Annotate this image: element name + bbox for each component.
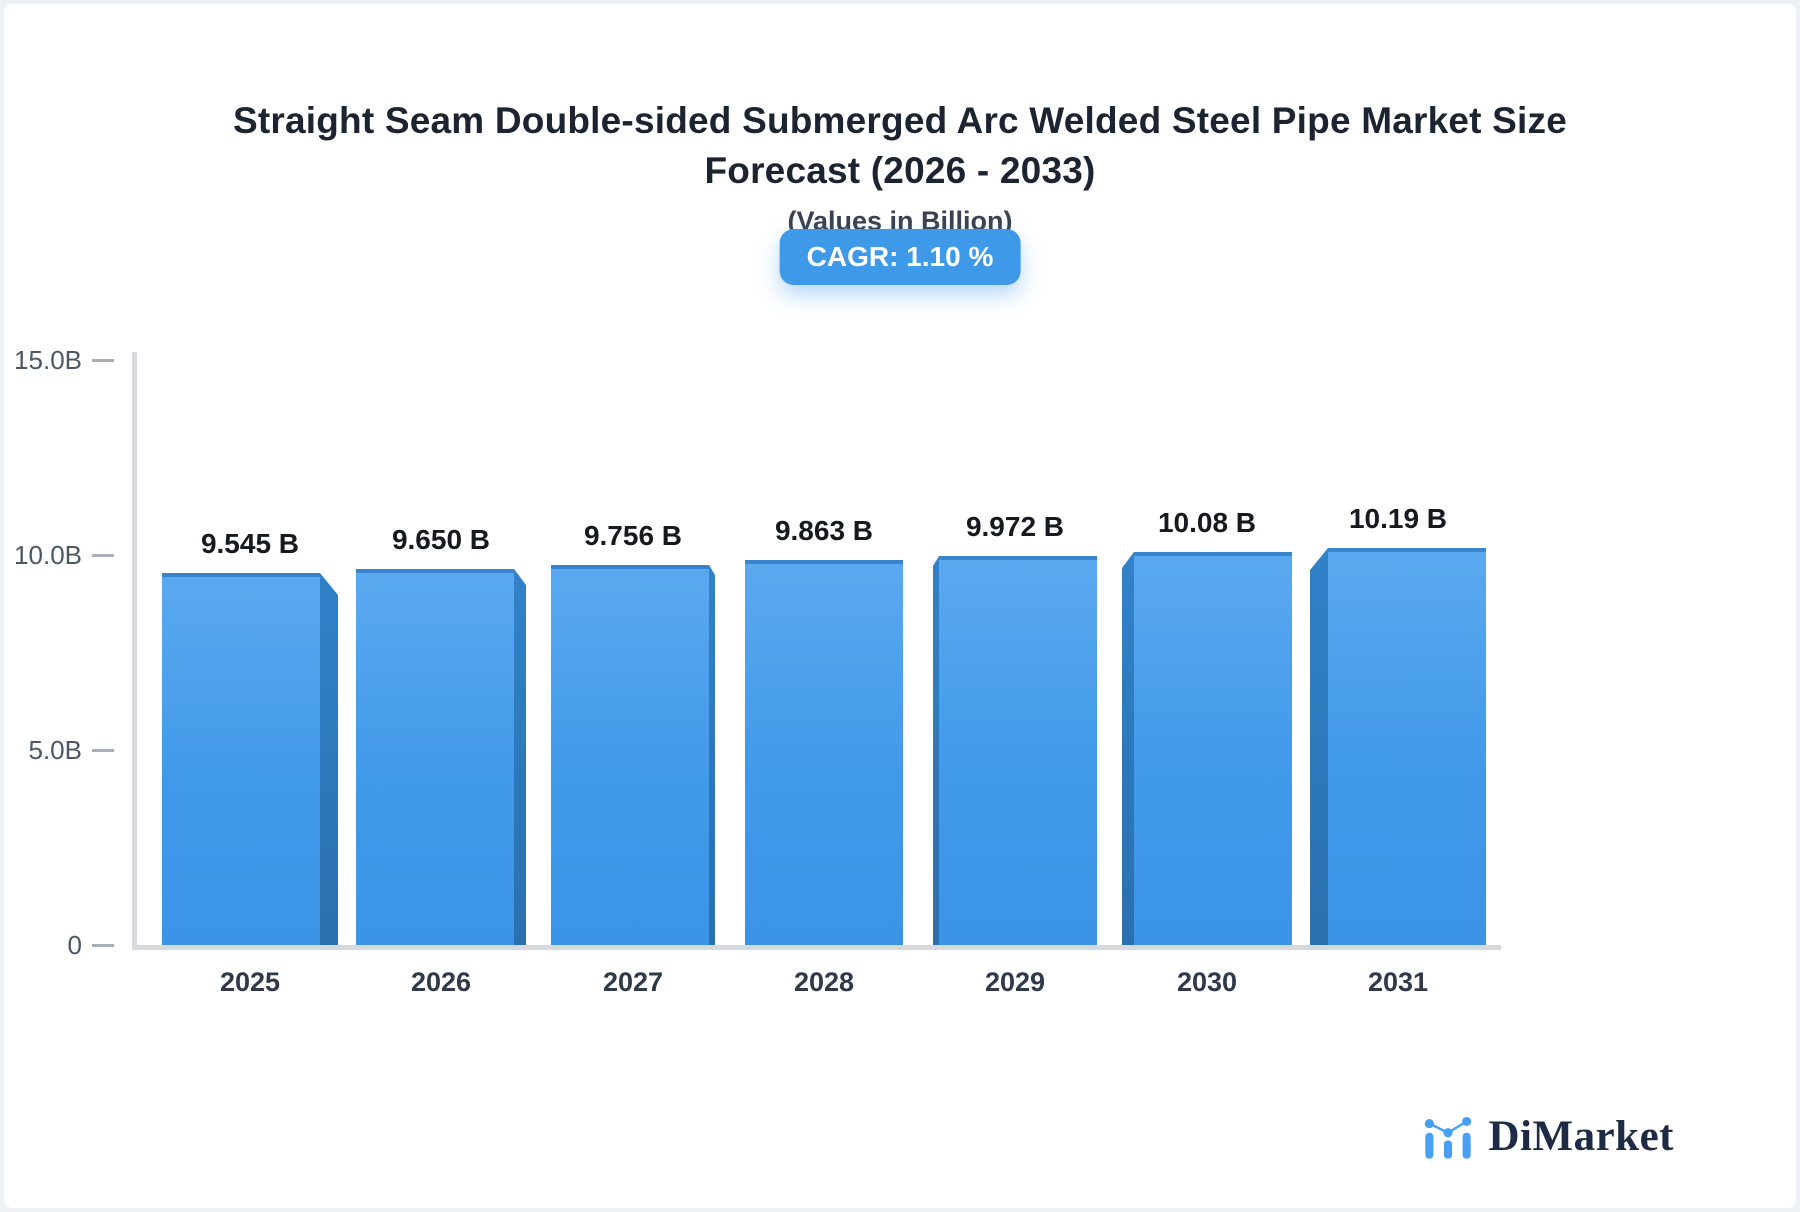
x-axis-label: 2025	[219, 967, 281, 997]
bar-2026	[356, 569, 526, 945]
x-axis-label: 2031	[1367, 967, 1429, 997]
bar-side-face	[933, 556, 939, 945]
dimarket-logo: DiMarket	[1421, 1109, 1675, 1163]
bar-value-label: 9.863 B	[774, 515, 874, 546]
bar-face	[939, 556, 1097, 945]
x-axis-label: 2028	[793, 967, 855, 997]
x-axis-line	[132, 945, 1501, 950]
dimarket-logo-icon	[1424, 1116, 1471, 1159]
bar-value-label: 9.972 B	[965, 511, 1065, 542]
cagr-badge: CAGR: 1.10 %	[779, 229, 1021, 285]
bar-value-label: 10.08 B	[1157, 507, 1257, 538]
bar-value-label: 9.650 B	[391, 524, 491, 555]
bar-side-face	[709, 565, 715, 945]
bar-2025	[162, 573, 338, 945]
bar-face	[551, 565, 709, 945]
bar-face	[1134, 552, 1292, 945]
x-axis-label: 2027	[602, 967, 664, 997]
bar-chart: 15.0B 10.0B 5.0B 0 9.545 B 2025 9.650 B 2026 9.7…	[4, 4, 1796, 1208]
y-axis-tick	[92, 554, 114, 557]
chart-title: Straight Seam Double-sided Submerged Arc…	[232, 100, 1567, 191]
bar-2029	[933, 556, 1097, 945]
x-axis-label: 2026	[410, 967, 472, 997]
x-axis-label: 2029	[984, 967, 1046, 997]
bar-2027	[551, 565, 715, 945]
dimarket-logo-text: DiMarket	[1488, 1112, 1674, 1160]
y-axis-line	[132, 352, 137, 950]
chart-card: Straight Seam Double-sided Submerged Arc…	[3, 3, 1797, 1209]
bar-face	[1328, 548, 1486, 945]
bar-face	[745, 560, 903, 945]
bar-value-label: 10.19 B	[1348, 503, 1448, 534]
bar-side-face	[320, 573, 338, 945]
y-axis-label: 15.0B	[14, 345, 82, 375]
y-axis-label: 5.0B	[28, 735, 83, 765]
bar-face	[356, 569, 514, 945]
bar-face	[162, 573, 320, 945]
bar-side-face	[1310, 548, 1328, 945]
y-axis-label: 0	[67, 930, 82, 960]
bar-2031	[1310, 548, 1486, 945]
bar-value-label: 9.545 B	[200, 528, 300, 559]
bar-side-face	[1122, 552, 1134, 945]
bar-2028	[745, 560, 903, 945]
y-axis-label: 10.0B	[14, 540, 82, 570]
x-axis-label: 2030	[1176, 967, 1238, 997]
y-axis-tick	[92, 944, 114, 947]
bar-value-label: 9.756 B	[583, 520, 683, 551]
bar-2030	[1122, 552, 1292, 945]
y-axis-tick	[92, 749, 114, 752]
bar-side-face	[514, 569, 526, 945]
y-axis-tick	[92, 359, 114, 362]
